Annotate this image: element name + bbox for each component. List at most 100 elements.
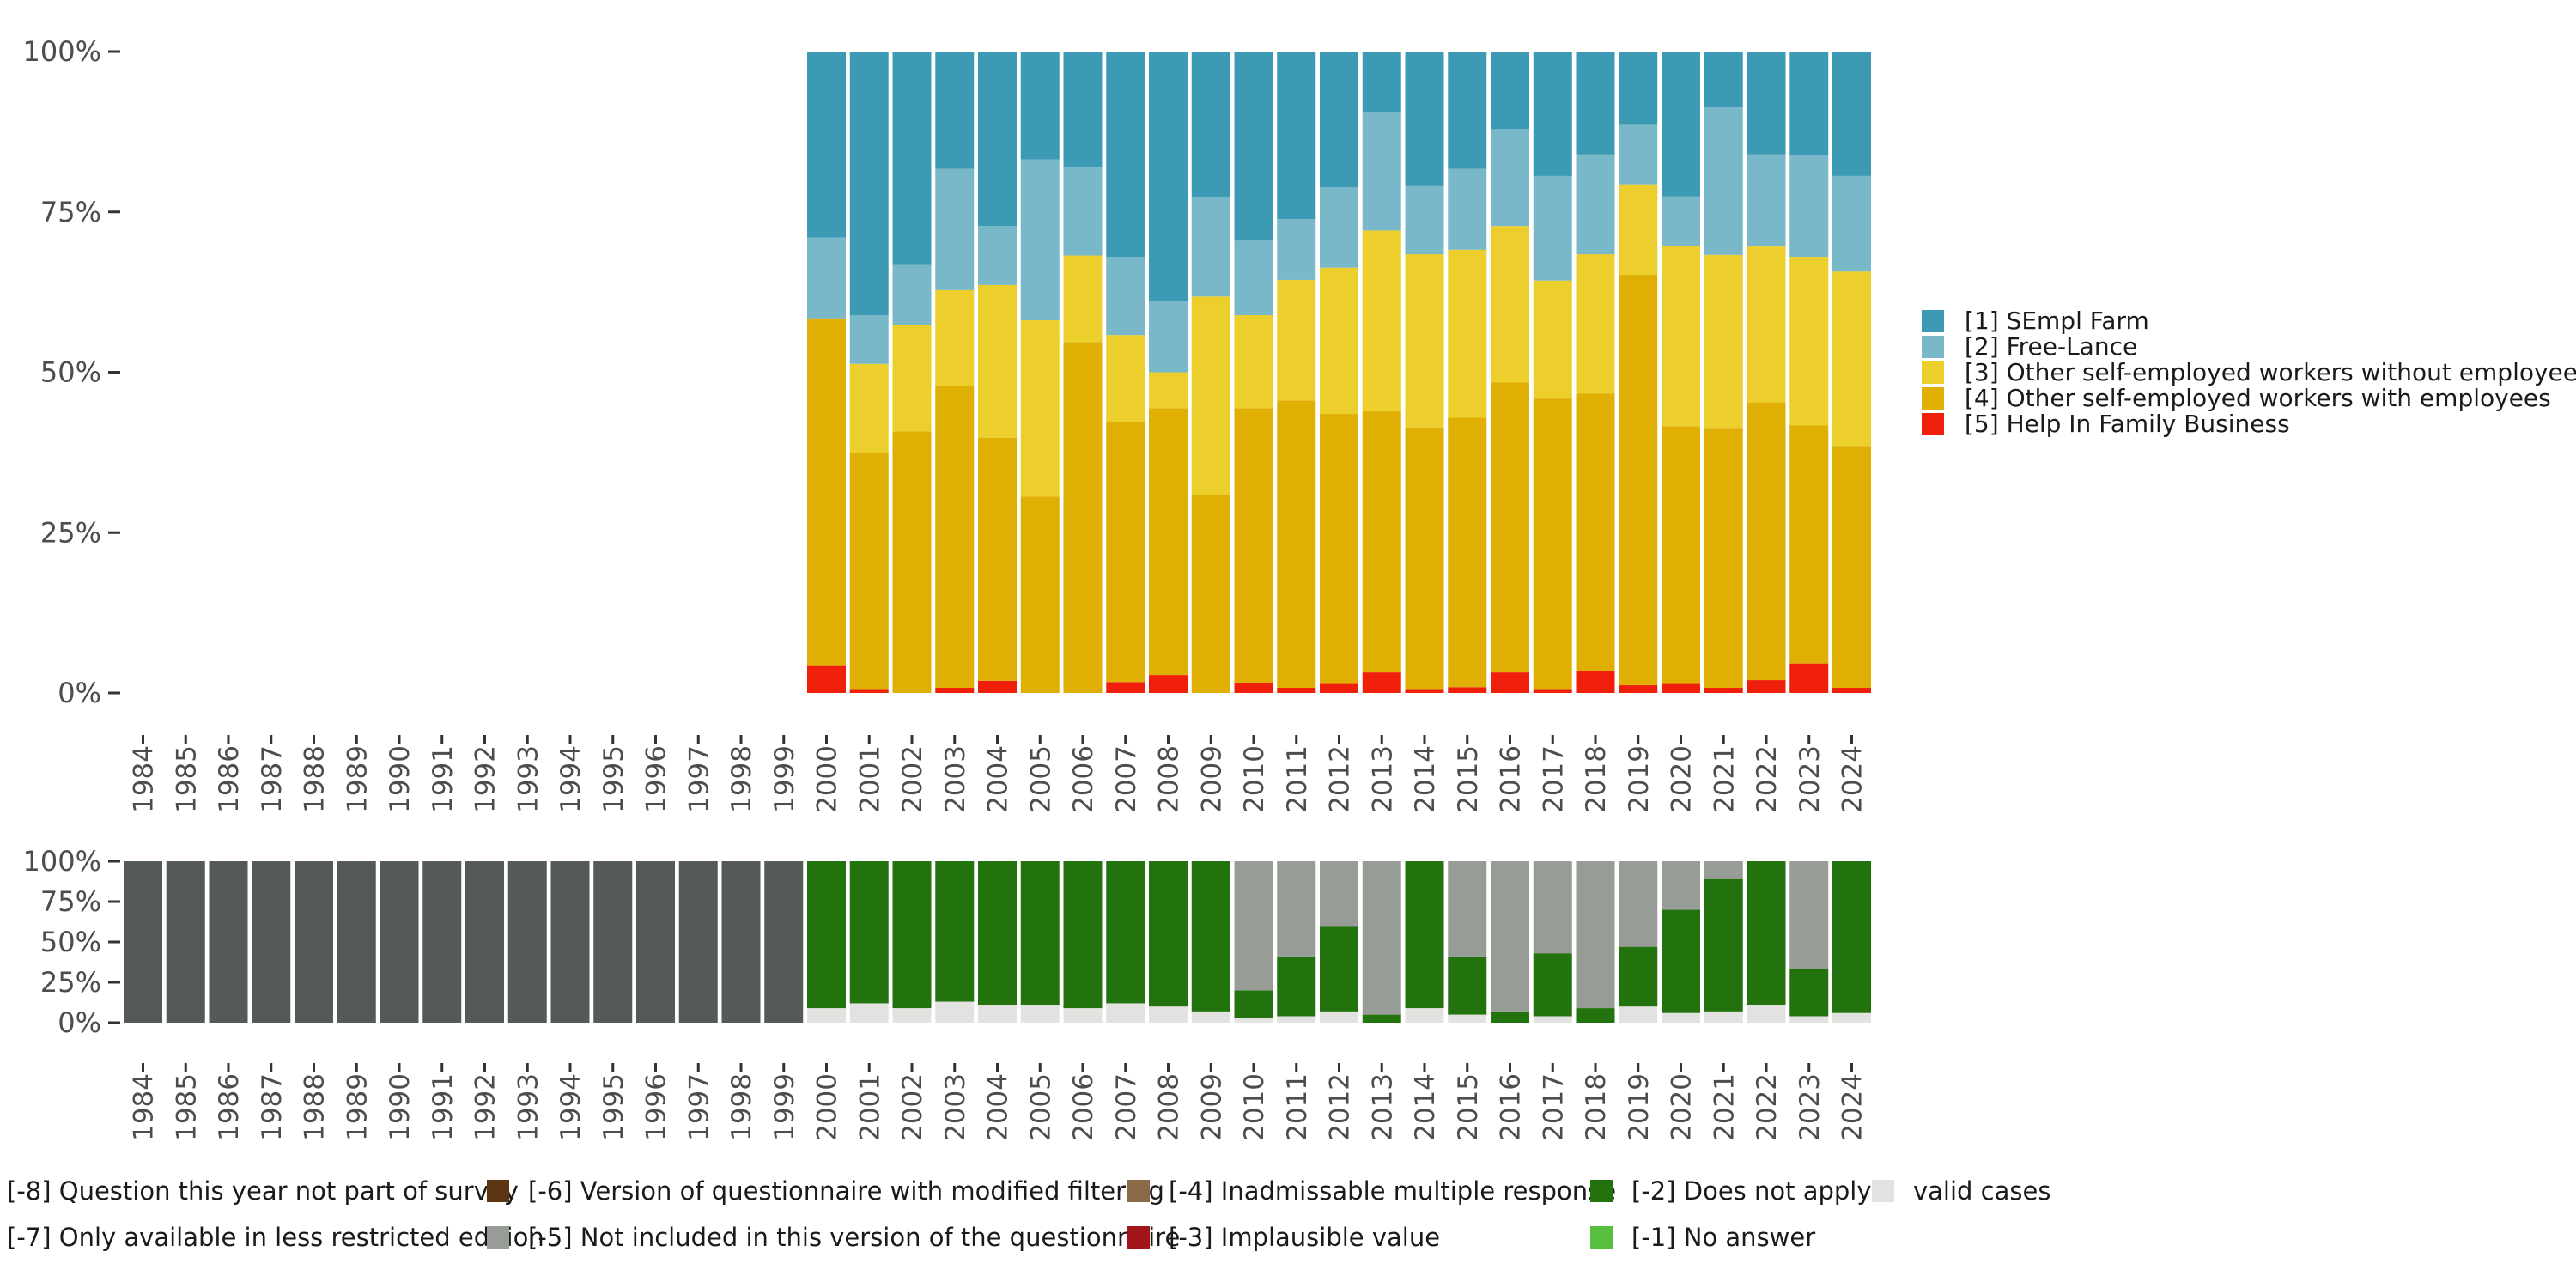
bar-help_family-2016 — [1491, 672, 1529, 693]
bar-valid-2008 — [1149, 1006, 1188, 1023]
bar-help_family-2000 — [807, 665, 846, 693]
x-tick-label: 2020 — [1667, 745, 1698, 813]
bar-with_emp-2024 — [1832, 446, 1871, 689]
bar-free_lance-2024 — [1832, 175, 1871, 272]
bar-free_lance-2019 — [1619, 124, 1658, 185]
bar-free_lance-2008 — [1149, 301, 1188, 373]
bar-with_emp-2022 — [1747, 402, 1786, 681]
bar-does_not_apply-2008 — [1149, 861, 1188, 1007]
bar-help_family-2008 — [1149, 675, 1188, 693]
x-tick-label: 1991 — [428, 745, 459, 813]
bar-not_part-1993 — [507, 861, 547, 1023]
bar-semp_farm-2015 — [1448, 52, 1487, 169]
bar-valid-2019 — [1619, 1006, 1658, 1023]
bar-does_not_apply-2019 — [1619, 946, 1658, 1007]
bar-help_family-2012 — [1320, 683, 1358, 693]
bar-not_included-2013 — [1362, 861, 1401, 1015]
bar-does_not_apply-2015 — [1448, 956, 1487, 1015]
legend-label-inadmissable: [-4] Inadmissable multiple response — [1169, 1176, 1616, 1206]
bar-semp_farm-2010 — [1234, 52, 1273, 241]
bar-free_lance-2013 — [1362, 112, 1401, 231]
bar-not_included-2016 — [1491, 861, 1529, 1012]
x-tick-label: 1994 — [556, 1073, 586, 1141]
x-tick-label: 2022 — [1752, 1073, 1783, 1141]
bar-does_not_apply-2020 — [1662, 909, 1700, 1013]
x-tick-label: 2017 — [1538, 1073, 1569, 1141]
bar-semp_farm-2007 — [1106, 52, 1145, 258]
legend-swatch-no_answer — [1590, 1226, 1613, 1249]
bar-without_emp-2002 — [892, 325, 932, 432]
bar-semp_farm-2004 — [978, 52, 1017, 227]
bar-help_family-2020 — [1662, 683, 1700, 693]
x-tick-label: 2023 — [1795, 745, 1826, 813]
legend-main: [1] SEmpl Farm[2] Free-Lance[3] Other se… — [1922, 307, 2576, 438]
bar-with_emp-2011 — [1277, 400, 1316, 689]
y-tick-label: 0% — [58, 1006, 101, 1039]
bar-does_not_apply-2009 — [1191, 861, 1230, 1012]
bar-not_part-1991 — [422, 861, 462, 1023]
x-tick-label: 2010 — [1239, 745, 1270, 813]
x-tick-label: 2011 — [1282, 1073, 1313, 1141]
bar-does_not_apply-2014 — [1405, 861, 1444, 1009]
bar-valid-2002 — [892, 1008, 932, 1023]
bar-with_emp-2018 — [1576, 393, 1615, 671]
x-tick-label: 1995 — [598, 745, 629, 813]
bar-free_lance-2014 — [1405, 185, 1444, 255]
bar-does_not_apply-2018 — [1576, 1008, 1615, 1023]
x-tick-label: 2001 — [854, 1073, 885, 1141]
bar-without_emp-2003 — [935, 289, 975, 386]
bar-semp_farm-2024 — [1832, 52, 1871, 176]
x-tick-label: 1994 — [556, 745, 586, 813]
bar-without_emp-2023 — [1789, 257, 1829, 426]
bar-not_included-2010 — [1234, 861, 1273, 991]
x-tick-label: 1996 — [641, 745, 672, 813]
bar-not_included-2015 — [1448, 861, 1487, 957]
legend-label-implausible: [-3] Implausible value — [1169, 1223, 1440, 1252]
legend-swatch-with_emp — [1922, 387, 1944, 410]
x-tick-label: 1992 — [471, 745, 501, 813]
bar-help_family-2017 — [1533, 689, 1572, 693]
bar-semp_farm-2021 — [1704, 52, 1743, 107]
bar-without_emp-2015 — [1448, 249, 1487, 418]
bar-free_lance-2001 — [849, 315, 889, 364]
bar-not_part-1997 — [678, 861, 718, 1023]
bar-valid-2022 — [1747, 1005, 1786, 1023]
bar-semp_farm-2017 — [1533, 52, 1572, 176]
bar-not_part-1987 — [252, 861, 291, 1023]
bar-with_emp-2023 — [1789, 425, 1829, 664]
x-tick-label: 1987 — [257, 745, 288, 813]
legend-label-not_included: [-5] Not included in this version of the… — [528, 1223, 1180, 1252]
bar-does_not_apply-2023 — [1789, 969, 1829, 1017]
bar-valid-2023 — [1789, 1016, 1829, 1023]
x-tick-label: 2002 — [897, 1073, 928, 1141]
bar-help_family-2015 — [1448, 687, 1487, 693]
bar-without_emp-2005 — [1020, 319, 1060, 497]
bar-not_included-2017 — [1533, 861, 1572, 954]
bar-semp_farm-2023 — [1789, 52, 1829, 156]
bar-with_emp-2000 — [807, 318, 846, 666]
bar-without_emp-2018 — [1576, 254, 1615, 394]
x-tick-label: 2019 — [1624, 745, 1655, 813]
x-tick-label: 2013 — [1367, 745, 1398, 813]
x-tick-label: 1986 — [214, 1073, 245, 1141]
bar-free_lance-2009 — [1191, 197, 1230, 297]
bar-does_not_apply-2004 — [978, 861, 1017, 1005]
x-tick-label: 2005 — [1025, 1073, 1056, 1141]
bar-free_lance-2000 — [807, 237, 846, 319]
bar-with_emp-2005 — [1020, 496, 1060, 693]
bar-with_emp-2008 — [1149, 408, 1188, 676]
bar-valid-2010 — [1234, 1018, 1273, 1023]
bar-semp_farm-2022 — [1747, 52, 1786, 155]
x-tick-label: 2023 — [1795, 1073, 1826, 1141]
x-tick-label: 1989 — [342, 1073, 373, 1141]
bar-help_family-2021 — [1704, 688, 1743, 693]
x-tick-label: 2004 — [983, 1073, 1014, 1141]
bar-semp_farm-2013 — [1362, 52, 1401, 112]
x-tick-label: 2020 — [1667, 1073, 1698, 1141]
legend-missing: [-8] Question this year not part of surv… — [7, 1176, 2050, 1252]
bar-help_family-2023 — [1789, 663, 1829, 693]
bar-valid-2020 — [1662, 1012, 1700, 1023]
legend-label-without_emp: [3] Other self-employed workers without … — [1965, 358, 2576, 386]
bar-free_lance-2018 — [1576, 154, 1615, 255]
bar-semp_farm-2012 — [1320, 52, 1358, 188]
